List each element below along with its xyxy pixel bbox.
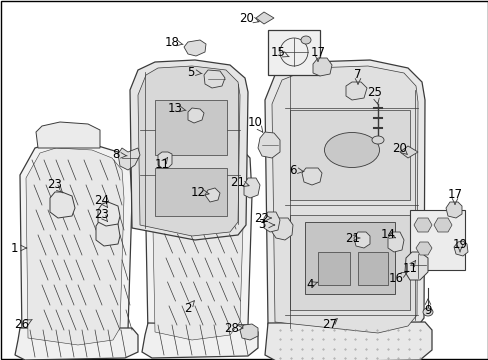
Text: 11: 11 [154,158,169,171]
Ellipse shape [301,36,310,44]
Text: 26: 26 [15,319,29,332]
Text: 25: 25 [367,85,382,99]
Polygon shape [271,66,417,333]
Text: 23: 23 [94,208,109,221]
Text: 11: 11 [402,261,417,274]
Polygon shape [346,82,366,100]
Polygon shape [244,178,260,198]
Polygon shape [264,322,431,360]
Polygon shape [98,202,120,226]
Polygon shape [353,232,369,248]
Polygon shape [289,215,409,310]
Text: 17: 17 [310,45,325,58]
Polygon shape [158,152,172,168]
Polygon shape [160,122,222,148]
Polygon shape [130,60,247,240]
Polygon shape [433,218,451,232]
Text: 10: 10 [247,116,262,129]
Text: 12: 12 [190,185,205,198]
Polygon shape [145,138,251,342]
Text: 5: 5 [187,66,194,78]
Polygon shape [183,40,205,56]
Polygon shape [152,144,244,340]
Text: 28: 28 [224,321,239,334]
Polygon shape [187,108,203,123]
Polygon shape [15,328,138,360]
Text: 2: 2 [184,302,191,315]
Polygon shape [138,66,240,236]
Bar [155,168,226,216]
Polygon shape [204,188,220,202]
Polygon shape [258,132,280,158]
Text: 19: 19 [451,238,467,252]
Text: 18: 18 [164,36,179,49]
Polygon shape [302,168,321,185]
Polygon shape [312,58,331,76]
Text: 1: 1 [10,242,18,255]
Polygon shape [256,12,273,24]
Polygon shape [413,218,431,232]
Polygon shape [203,70,224,88]
Text: 8: 8 [112,148,120,162]
Polygon shape [96,220,120,246]
Ellipse shape [371,136,383,144]
Bar [155,100,226,155]
Text: 9: 9 [424,303,431,316]
Polygon shape [264,60,424,338]
Text: 3: 3 [258,219,265,231]
Bar [267,30,319,75]
Text: 14: 14 [380,229,395,242]
Polygon shape [399,146,417,158]
Polygon shape [357,252,387,285]
Polygon shape [445,202,461,218]
Text: 4: 4 [305,279,313,292]
Polygon shape [36,122,100,148]
Polygon shape [142,323,258,358]
Polygon shape [415,242,431,255]
Bar [409,210,464,270]
Text: 6: 6 [289,163,296,176]
Text: 23: 23 [47,179,62,192]
Text: 22: 22 [254,211,269,225]
Polygon shape [20,142,132,348]
Polygon shape [240,324,258,340]
Text: 13: 13 [167,102,182,114]
Text: 20: 20 [392,141,407,154]
Text: 21: 21 [230,175,245,189]
Polygon shape [404,252,427,280]
Bar [305,222,394,294]
Polygon shape [26,148,124,345]
Text: 7: 7 [353,68,361,81]
Text: 24: 24 [94,194,109,207]
Ellipse shape [324,132,379,167]
Ellipse shape [422,308,432,316]
Text: 15: 15 [270,45,285,58]
Polygon shape [271,218,292,240]
Text: 21: 21 [345,231,360,244]
Polygon shape [264,212,280,232]
Polygon shape [387,232,403,252]
Polygon shape [289,110,409,200]
Text: 16: 16 [387,271,403,284]
Polygon shape [317,252,349,285]
Polygon shape [118,148,140,170]
Polygon shape [50,192,75,218]
Text: 20: 20 [239,12,254,24]
Text: 27: 27 [322,319,337,332]
Text: 17: 17 [447,189,462,202]
Polygon shape [453,241,467,256]
